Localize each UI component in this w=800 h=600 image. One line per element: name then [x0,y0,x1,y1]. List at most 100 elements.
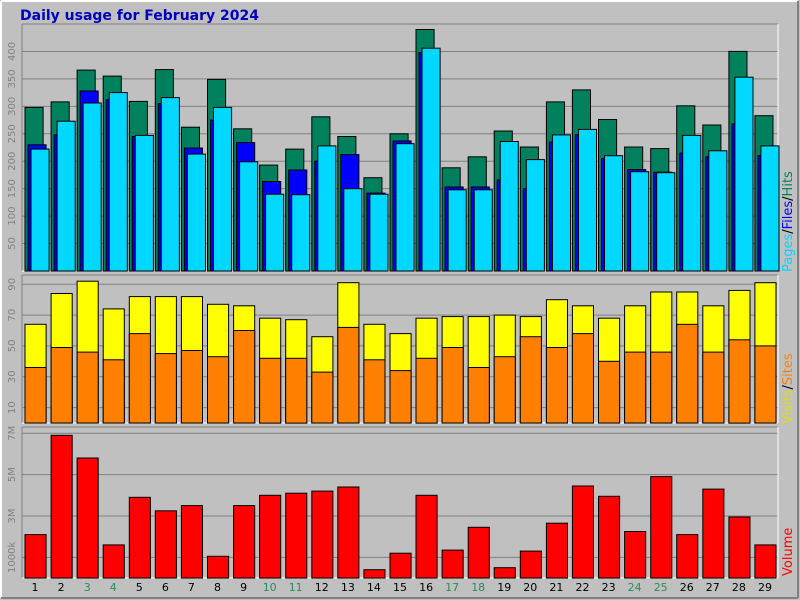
day-label-20: 20 [523,581,537,594]
volume-bar-volume-day-20 [519,550,542,579]
volume-bar-volume-day-3 [76,457,99,579]
day-label-1: 1 [32,581,39,594]
visits-bar-sites-day-17 [441,347,464,424]
day-label-14: 14 [367,581,381,594]
day-label-3: 3 [84,581,91,594]
hits-bar-pages-day-28 [734,76,754,272]
hits-bar-pages-day-25 [656,172,676,272]
volume-bar-volume-day-22 [571,485,595,579]
visits-bar-sites-day-15 [389,370,412,424]
visits-bar-sites-day-6 [154,353,177,424]
volume-bar-volume-day-18 [467,526,490,579]
side-label-sep-3: / [781,385,796,390]
day-label-8: 8 [214,581,221,594]
visits-bar-sites-day-13 [337,326,360,424]
visits-bar-sites-day-12 [311,371,334,424]
volume-panel-side-label: Volume [781,528,796,576]
hits-panel: 50 100 150 200 250 300 350 400 [7,23,780,272]
hits-bar-pages-day-21 [551,134,572,272]
day-label-12: 12 [315,581,329,594]
day-label-27: 27 [706,581,720,594]
visits-bar-sites-day-1 [24,367,47,424]
visits-bar-sites-day-19 [493,356,516,424]
day-label-23: 23 [602,581,616,594]
volume-bar-volume-day-15 [389,552,412,579]
hits-bar-pages-day-24 [630,171,650,272]
hits-y-tick-label: 300 [7,97,18,116]
hits-bar-pages-day-20 [525,159,545,272]
volume-bar-volume-day-7 [180,505,203,579]
visits-bar-sites-day-28 [728,339,751,424]
hits-bar-pages-day-7 [186,153,206,272]
hits-bar-pages-day-19 [499,141,519,272]
volume-bar-volume-day-25 [650,476,673,579]
day-label-6: 6 [162,581,169,594]
hits-bar-pages-day-1 [30,148,50,272]
day-label-7: 7 [188,581,195,594]
visits-bar-sites-day-22 [571,333,595,424]
day-label-18: 18 [471,581,485,594]
hits-bar-pages-day-8 [213,106,233,272]
side-label-sep-1: / [781,229,796,234]
hits-bar-pages-day-13 [343,188,363,272]
hits-bar-pages-day-29 [760,145,780,272]
day-label-21: 21 [549,581,563,594]
volume-bar-volume-day-12 [311,490,334,579]
visits-bar-sites-day-24 [624,351,647,424]
volume-bar-volume-day-5 [128,496,151,579]
volume-bar-volume-day-6 [154,510,177,579]
hits-y-tick-label: 100 [7,207,18,226]
volume-bar-volume-day-24 [624,531,647,579]
hits-bar-pages-day-10 [265,193,285,272]
visits-bar-sites-day-2 [50,347,73,424]
volume-bar-volume-day-27 [702,488,725,579]
hits-panel-side-label: Pages/Files/Hits [781,171,796,272]
hits-bar-pages-day-26 [682,134,702,272]
day-label-2: 2 [58,581,65,594]
visits-bar-sites-day-11 [285,357,308,424]
hits-y-tick-label: 350 [7,69,18,88]
hits-y-tick-label: 50 [7,237,18,250]
day-label-22: 22 [576,581,590,594]
day-axis-labels: 1 2 3 4 5 6 7 8 9 10 11 12 13 14 15 16 17 18 19 20 21 22 23 24 2… [32,581,773,594]
side-label-visits: Visits [781,389,796,424]
hits-bar-pages-day-22 [577,128,598,272]
volume-bar-volume-day-4 [102,544,125,579]
volume-bar-volume-day-8 [207,555,230,579]
visits-panel: 10 30 50 70 90 [7,274,779,424]
volume-y-tick-label: 5M [7,467,18,482]
day-label-13: 13 [341,581,355,594]
chart-title: Daily usage for February 2024 [20,8,259,24]
day-label-5: 5 [136,581,143,594]
volume-bar-volume-day-10 [259,494,282,579]
visits-bar-sites-day-3 [76,351,99,424]
side-label-volume: Volume [781,528,796,576]
visits-bar-sites-day-29 [754,345,777,424]
day-label-24: 24 [628,581,642,594]
volume-bar-volume-day-13 [337,486,360,579]
hits-bar-pages-day-16 [421,47,441,272]
visits-y-tick-label: 50 [7,340,18,353]
day-label-9: 9 [240,581,247,594]
volume-bar-volume-day-2 [50,434,73,579]
visits-y-tick-label: 30 [7,370,18,383]
side-label-pages: Pages [781,234,796,272]
visits-bar-sites-day-18 [467,367,490,424]
day-label-4: 4 [110,581,117,594]
volume-bar-volume-day-11 [285,492,308,579]
volume-bar-volume-day-1 [24,534,47,579]
hits-bar-pages-day-9 [239,161,259,272]
volume-bar-volume-day-14 [363,569,386,579]
visits-bar-sites-day-7 [180,350,203,424]
day-label-29: 29 [758,581,772,594]
visits-panel-side-label: Visits/Sites [781,353,796,424]
volume-bar-volume-day-17 [441,549,464,579]
visits-y-tick-label: 10 [7,401,18,414]
day-label-28: 28 [732,581,746,594]
hits-bar-pages-day-12 [317,145,337,272]
side-label-files: Files [781,201,796,230]
hits-y-tick-label: 200 [7,152,18,171]
visits-bar-sites-day-27 [702,351,725,424]
visits-y-tick-label: 70 [7,309,18,322]
